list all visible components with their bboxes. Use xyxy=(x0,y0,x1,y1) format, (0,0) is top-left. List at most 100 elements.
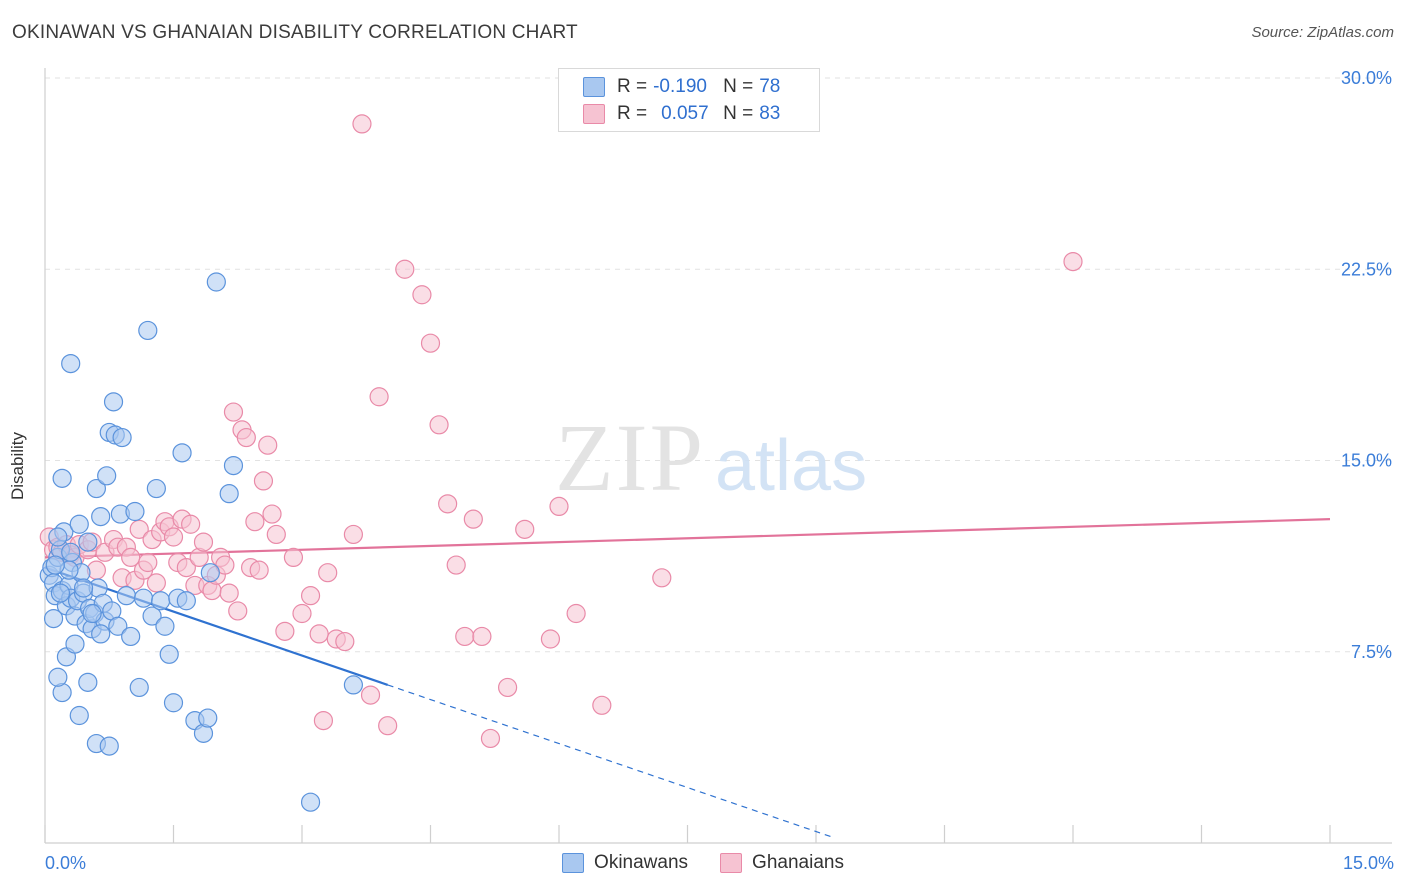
ghanaian-point xyxy=(129,519,149,539)
okinawan-point xyxy=(48,667,68,687)
okinawan-point xyxy=(200,563,220,583)
okinawan-point xyxy=(69,705,89,726)
legend-item-ghanaians[interactable]: Ghanaians xyxy=(720,852,844,874)
ghanaian-point xyxy=(429,415,449,435)
ghanaian-point xyxy=(223,402,244,422)
ghanaian-point xyxy=(258,435,278,455)
ghanaian-point xyxy=(245,512,265,532)
okinawan-point xyxy=(219,484,239,504)
okinawan-point xyxy=(78,532,98,552)
ghanaian-point xyxy=(498,677,518,698)
okinawan-point xyxy=(52,468,72,488)
okinawan-point xyxy=(97,466,117,486)
n-value: 78 xyxy=(759,76,781,97)
axes xyxy=(44,68,1392,844)
legend-label-okinawans: Okinawans xyxy=(594,852,689,873)
ghanaian-point xyxy=(360,685,381,705)
ghanaian-swatch xyxy=(583,104,605,124)
legend-label-ghanaians: Ghanaians xyxy=(752,852,844,873)
ghanaian-point xyxy=(219,583,239,603)
okinawan-point xyxy=(43,608,64,629)
n-label: N = xyxy=(723,76,754,97)
okinawan-trend-extension xyxy=(387,684,834,838)
watermark-atlas: atlas xyxy=(715,426,867,506)
okinawan-point xyxy=(116,586,136,606)
ghanaian-point xyxy=(138,552,158,573)
ghanaian-point xyxy=(395,259,415,279)
grid-lines xyxy=(45,77,1392,653)
okinawan-point xyxy=(176,591,196,611)
okinawan-point xyxy=(48,527,68,547)
r-value: -0.190 xyxy=(653,76,707,97)
ghanaian-point xyxy=(369,387,389,407)
okinawan-point xyxy=(61,354,81,374)
okinawan-point xyxy=(223,456,244,476)
r-label: R = xyxy=(617,76,648,97)
okinawan-point xyxy=(112,427,132,448)
ghanaian-point xyxy=(412,285,432,305)
okinawan-point xyxy=(73,578,94,598)
ghanaian-point xyxy=(283,547,304,568)
ghanaian-point xyxy=(146,573,166,593)
y-tick-label: 7.5% xyxy=(1351,642,1392,662)
ghanaian-point xyxy=(335,631,355,652)
okinawan-point xyxy=(129,677,149,698)
okinawan-point xyxy=(300,792,321,812)
okinawan-swatch xyxy=(583,77,605,97)
okinawan-point xyxy=(69,514,89,534)
ghanaian-point xyxy=(193,532,214,552)
y-tick-label: 22.5% xyxy=(1341,259,1392,279)
okinawan-point xyxy=(91,506,111,527)
n-value: 83 xyxy=(759,103,781,124)
okinawan-point xyxy=(138,320,158,341)
y-tick-label: 30.0% xyxy=(1341,68,1392,88)
chart-title: OKINAWAN VS GHANAIAN DISABILITY CORRELAT… xyxy=(12,22,578,43)
okinawan-point xyxy=(142,606,162,626)
ghanaian-point xyxy=(438,494,458,514)
ghanaian-point xyxy=(253,471,274,491)
ghanaian-point xyxy=(249,560,269,580)
okinawan-point xyxy=(45,555,65,575)
okinawan-points xyxy=(39,272,363,812)
ghanaian-point xyxy=(592,695,612,715)
okinawan-swatch xyxy=(562,853,585,873)
ghanaian-point xyxy=(515,519,535,539)
y-tick-label: 15.0% xyxy=(1341,451,1392,471)
legend-row-okinawan: R = -0.190 N = 78 xyxy=(583,74,780,100)
okinawan-point xyxy=(61,542,81,562)
ghanaian-point xyxy=(121,547,141,568)
ghanaian-point xyxy=(292,603,312,624)
ghanaian-point xyxy=(652,568,672,588)
okinawan-point xyxy=(50,583,71,603)
okinawan-point xyxy=(78,672,98,692)
okinawan-point xyxy=(133,588,154,608)
ghanaian-point xyxy=(463,509,483,529)
okinawan-point xyxy=(108,616,128,636)
source-label: Source: ZipAtlas.com xyxy=(1251,24,1394,41)
ghanaian-point xyxy=(275,621,295,641)
r-label: R = xyxy=(617,103,648,124)
x-tick-label: 15.0% xyxy=(1343,853,1394,873)
ghanaian-trend-line xyxy=(44,518,1331,559)
series-legend: Okinawans Ghanaians xyxy=(0,852,1406,874)
ghanaian-point xyxy=(378,716,398,736)
legend-item-okinawans[interactable]: Okinawans xyxy=(562,852,688,874)
okinawan-point xyxy=(103,392,124,412)
okinawan-point xyxy=(86,478,107,499)
correlation-legend: R = -0.190 N = 78 R = 0.057 N = 83 xyxy=(558,68,820,132)
r-value: 0.057 xyxy=(661,103,709,124)
ghanaian-point xyxy=(1063,252,1083,272)
okinawan-point xyxy=(155,616,175,636)
okinawan-point xyxy=(65,634,85,654)
ghanaian-point xyxy=(181,514,201,534)
okinawan-point xyxy=(121,626,141,647)
ghanaian-point xyxy=(163,527,184,547)
okinawan-point xyxy=(343,675,363,695)
ghanaian-point xyxy=(266,524,286,545)
ghanaian-point xyxy=(300,586,321,606)
ghanaian-point xyxy=(549,496,569,516)
watermark-zip: ZIP xyxy=(555,404,705,511)
okinawan-point xyxy=(99,736,119,756)
ghanaian-point xyxy=(176,557,196,578)
watermark: ZIP atlas xyxy=(555,404,867,511)
